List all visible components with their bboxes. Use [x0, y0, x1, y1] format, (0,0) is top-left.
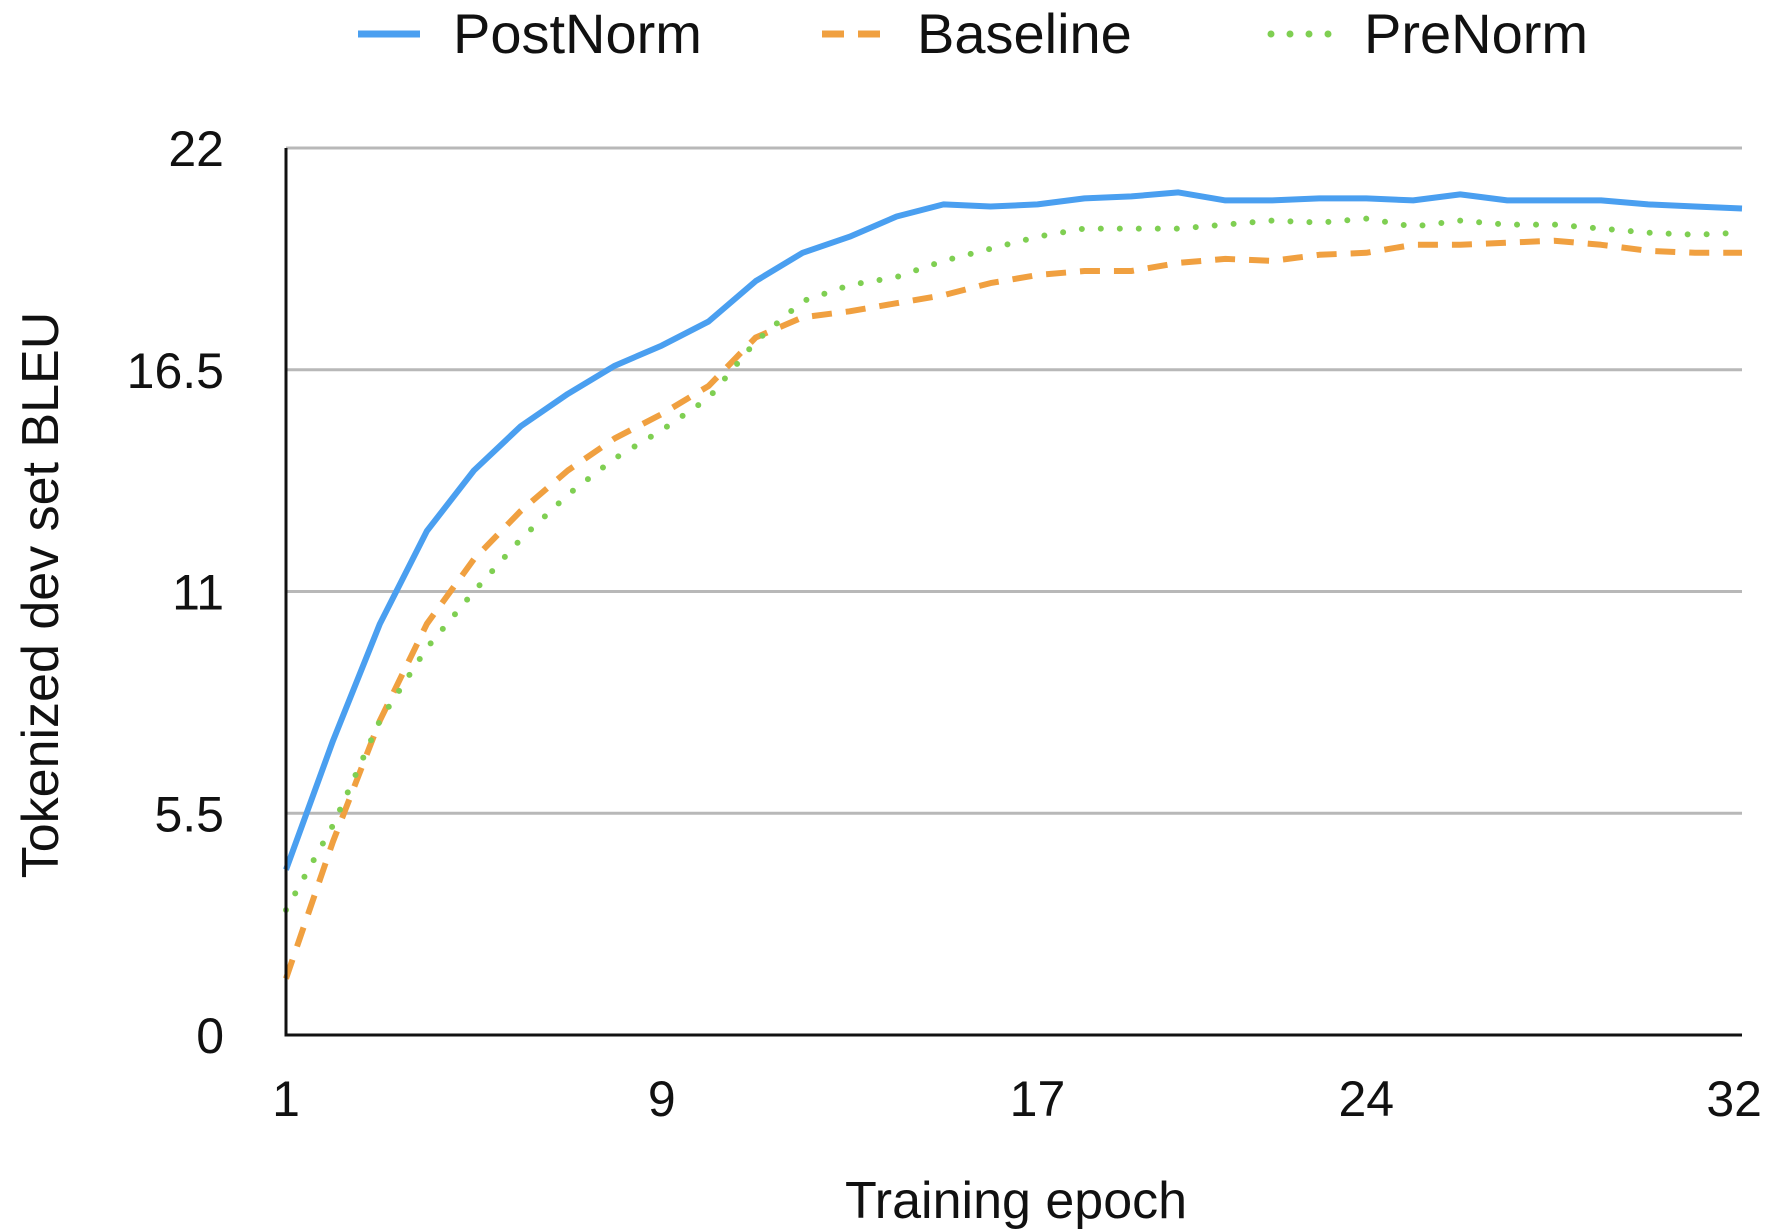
- legend-label-prenorm: PreNorm: [1364, 2, 1588, 65]
- legend-label-postnorm: PostNorm: [453, 2, 702, 65]
- x-axis-ticks: 1 9 17 24 32: [272, 1071, 1762, 1127]
- y-tick-label-0: 0: [196, 1008, 224, 1064]
- y-tick-label-5-5: 5.5: [154, 786, 224, 842]
- y-tick-label-11: 11: [172, 565, 224, 621]
- axes: [284, 148, 1742, 1037]
- x-tick-label-17: 17: [1010, 1071, 1066, 1127]
- series-line-postnorm: [283, 189, 1743, 871]
- y-tick-label-22: 22: [168, 121, 224, 177]
- gridlines: [286, 146, 1742, 815]
- x-tick-label-9: 9: [648, 1071, 676, 1127]
- y-axis-ticks: 0 5.5 11 16.5 22: [127, 121, 224, 1064]
- x-tick-label-24: 24: [1338, 1071, 1394, 1127]
- x-tick-label-32: 32: [1706, 1071, 1762, 1127]
- y-axis-title: Tokenized dev set BLEU: [12, 312, 70, 879]
- series-line-prenorm: [283, 215, 1745, 913]
- series-lines: [283, 189, 1745, 980]
- series-line-baseline: [283, 237, 1742, 980]
- legend-label-baseline: Baseline: [917, 2, 1132, 65]
- legend: PostNorm Baseline PreNorm: [358, 2, 1588, 65]
- x-axis-title: Training epoch: [845, 1172, 1187, 1230]
- y-tick-label-16-5: 16.5: [127, 343, 224, 399]
- x-tick-label-1: 1: [272, 1071, 300, 1127]
